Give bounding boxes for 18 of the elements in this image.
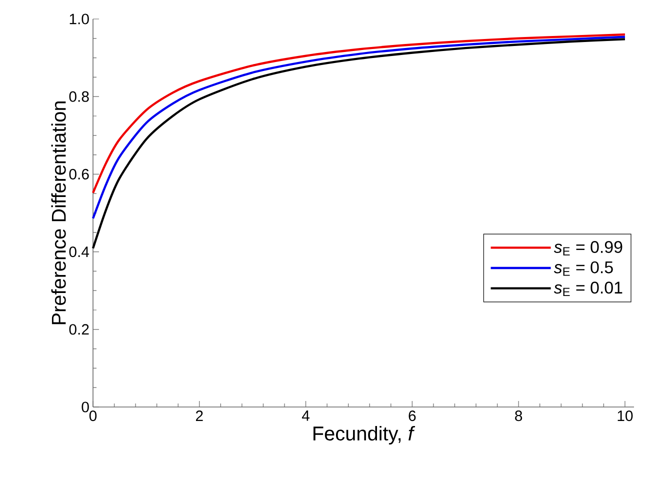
legend-label: s$_{E}$ = 0.5 xyxy=(554,261,613,276)
x-tick-label: 4 xyxy=(302,410,310,421)
x-tick-label: 6 xyxy=(408,410,416,422)
y-tick-label: 0.8 xyxy=(69,91,89,102)
line-series xyxy=(92,33,626,194)
y-tick-label: 0.2 xyxy=(69,324,89,335)
x-tick-label: 2 xyxy=(196,410,203,421)
legend-label: s$_{E}$ = 0.99 xyxy=(554,241,622,256)
x-tick-label: 8 xyxy=(515,410,522,422)
y-tick-label: 0.4 xyxy=(69,246,90,258)
y-axis-title: Preference Differentiation xyxy=(51,102,66,324)
y-tick-label: 1.0 xyxy=(70,14,89,24)
y-tick-label: 0 xyxy=(82,402,89,412)
legend-label: s$_{E}$ = 0.01 xyxy=(554,282,622,296)
x-axis-title: Fecundity, f xyxy=(314,426,416,445)
x-tick-label: 10 xyxy=(618,410,633,422)
x-tick-label: 0 xyxy=(89,410,97,422)
y-tick-label: 0.6 xyxy=(69,168,89,180)
